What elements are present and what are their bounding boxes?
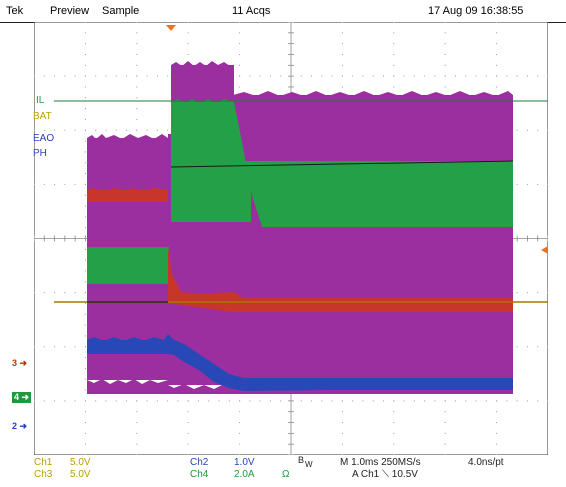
timebase-readout: M 1.0ms 250MS/s (340, 457, 421, 468)
ph-trace-mid-line (170, 160, 514, 168)
trigger-position-marker (166, 25, 176, 31)
waveform-display[interactable] (34, 22, 548, 455)
trigger-level-marker (541, 246, 548, 254)
ch4-scale: 2.0A (234, 469, 255, 480)
ch4-label: Ch4 (190, 469, 209, 480)
ph-trace-high-noise (171, 61, 234, 66)
bandwidth-limit-w: W (305, 460, 313, 469)
ph-trace-top-noise (87, 134, 168, 139)
ch3-label: Ch3 (34, 469, 53, 480)
il-trace (87, 102, 513, 284)
run-state-label: Preview (50, 5, 90, 17)
bat-trace-noise (87, 188, 168, 202)
ph-trace-upper-noise (233, 91, 513, 96)
il-trace-label: IL (36, 95, 45, 106)
ch4-impedance-unit: Ω (282, 469, 290, 480)
eao-trace-label: EAO (33, 133, 55, 144)
il-trace-edge-noise (171, 99, 234, 103)
bandwidth-limit-b: B (298, 455, 305, 465)
ch2-label: Ch2 (190, 457, 209, 468)
ch1-label: Ch1 (34, 457, 53, 468)
bat-trace-label: BAT (33, 111, 52, 122)
acquisition-mode-label: Sample (102, 5, 140, 17)
ch2-ground-marker: 2 ➜ (12, 421, 28, 431)
ch1-scale: 5.0V (70, 457, 91, 468)
ch4-ground-marker: 4 ➜ (12, 392, 32, 403)
ph-trace-label: PH (33, 148, 47, 159)
brand-label: Tek (6, 5, 24, 17)
status-bar: Tek Preview Sample 11 Acqs 17 Aug 09 16:… (0, 0, 566, 23)
eao-trace (87, 334, 513, 391)
ph-trace-bottom-noise (87, 379, 513, 394)
date-time-label: 17 Aug 09 16:38:55 (428, 5, 524, 17)
acquisition-count-label: 11 Acqs (232, 5, 271, 17)
eao-trace-noise (87, 337, 164, 341)
ch3-scale: 5.0V (70, 469, 91, 480)
ch3-ground-marker: 3 ➜ (12, 358, 28, 368)
sample-interval-readout: 4.0ns/pt (468, 457, 504, 468)
channel-settings-bar: Ch1 5.0V Ch3 5.0V Ch2 1.0V Ch4 2.0A Ω B … (0, 455, 566, 487)
trigger-readout: A Ch1 ⟍ 10.5V (352, 469, 418, 480)
ch2-scale: 1.0V (234, 457, 255, 468)
